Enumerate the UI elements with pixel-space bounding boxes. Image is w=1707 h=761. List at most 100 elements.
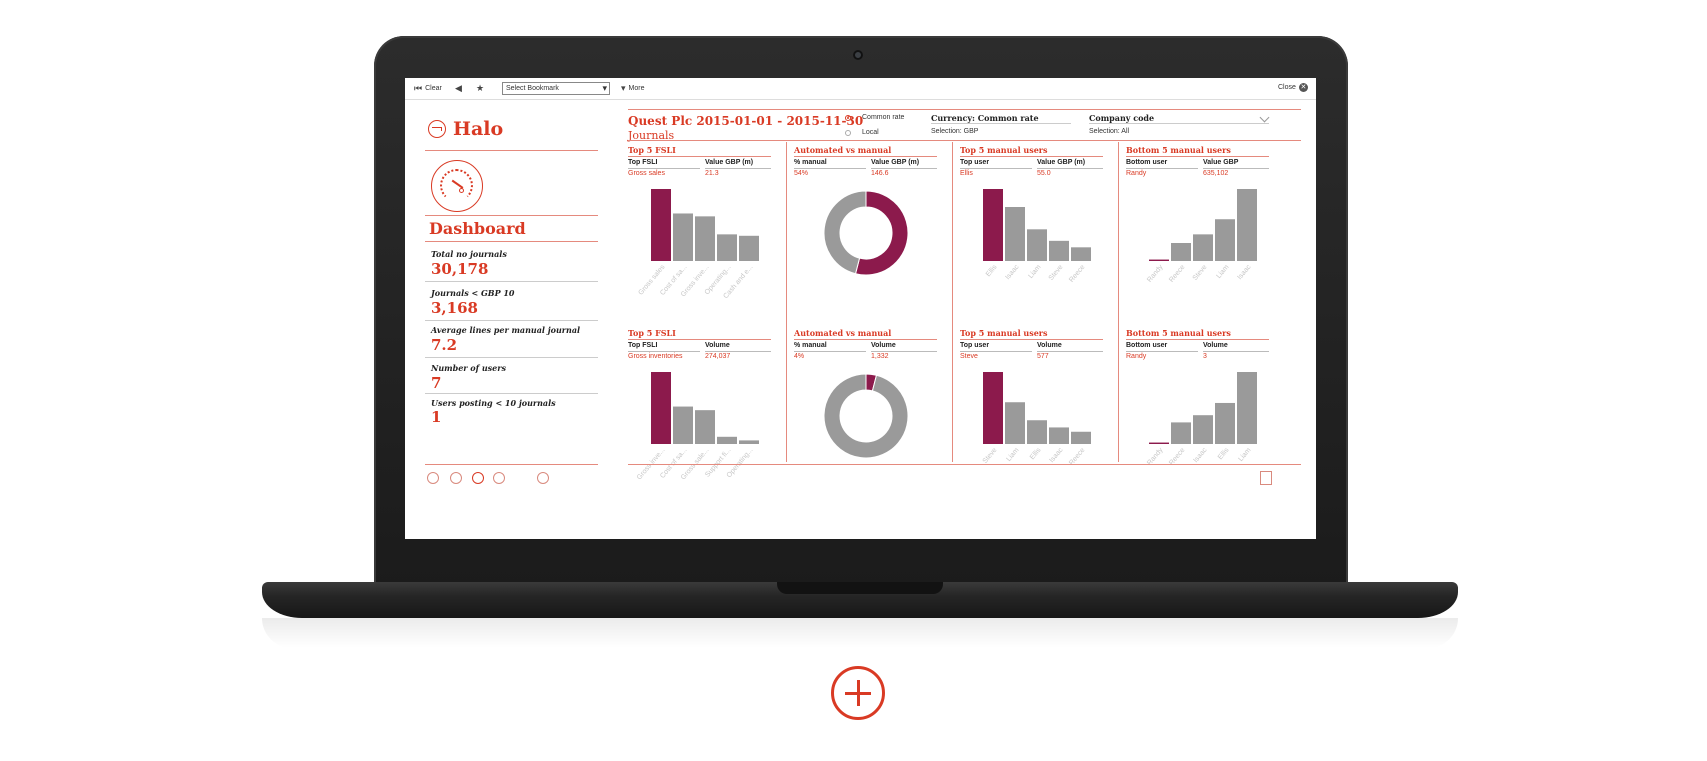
bar[interactable] — [1237, 372, 1257, 444]
tick-label: Isaac — [1236, 263, 1252, 281]
panel-value: Steve — [960, 353, 978, 360]
panel-value: Randy — [1126, 170, 1147, 177]
tick-label: Isaac — [1048, 446, 1064, 464]
panel-col-header: Volume — [1203, 342, 1228, 349]
bar[interactable] — [1237, 189, 1257, 261]
bar[interactable] — [717, 234, 737, 261]
bar[interactable] — [1193, 234, 1213, 261]
clear-label: Clear — [425, 85, 442, 92]
bar-chart: Randy Reece Steve Liam Isaac — [1146, 189, 1257, 284]
chart-panel: Bottom 5 manual users Bottom user Volume Ra… — [1126, 328, 1269, 492]
panel-divider — [1126, 156, 1269, 157]
tick-label: Liam — [1237, 447, 1252, 463]
panel-value: Gross inventories — [628, 353, 683, 360]
bar[interactable] — [673, 213, 693, 261]
app-logo: Halo — [453, 118, 504, 140]
expand-plus-button[interactable] — [831, 666, 885, 720]
donut-slice[interactable] — [823, 190, 867, 275]
search-icon[interactable] — [450, 472, 462, 484]
bookmark-select[interactable]: Select Bookmark — [502, 82, 610, 95]
bar[interactable] — [1171, 422, 1191, 444]
bar-chart: Steve Liam Ellis Isaac Reece — [982, 372, 1091, 467]
bar[interactable] — [717, 436, 737, 444]
currency-title: Currency: Common rate — [931, 113, 1039, 123]
bar[interactable] — [1149, 259, 1169, 261]
tick-label: Ellis — [1217, 446, 1231, 461]
bar[interactable] — [983, 189, 1003, 261]
bar[interactable] — [651, 372, 671, 444]
stat-label: Number of users — [431, 363, 506, 373]
tick-label: Liam — [1215, 264, 1230, 280]
bar[interactable] — [739, 440, 759, 444]
radio-common-rate[interactable] — [845, 115, 851, 121]
bar-chart: Ellis Isaac Liam Steve Reece — [983, 189, 1091, 284]
edit-icon[interactable] — [537, 472, 549, 484]
laptop-base — [262, 582, 1458, 618]
more-button[interactable]: ▾ More — [621, 83, 644, 94]
panel-header-line — [1037, 168, 1103, 169]
bar[interactable] — [695, 216, 715, 261]
stat-label: Average lines per manual journal — [431, 325, 581, 335]
bar[interactable] — [1027, 229, 1047, 261]
back-button[interactable]: ◀ — [455, 83, 462, 94]
chevron-down-icon[interactable] — [1259, 112, 1270, 123]
radio-local[interactable] — [845, 130, 851, 136]
tick-label: Reece — [1068, 264, 1086, 284]
divider — [425, 241, 598, 242]
panel-header-line — [705, 351, 771, 352]
bar[interactable] — [1049, 427, 1069, 444]
panel-value: 4% — [794, 353, 805, 360]
divider — [1089, 123, 1269, 124]
panel-divider — [960, 339, 1103, 340]
bar[interactable] — [673, 406, 693, 444]
panel-divider — [628, 339, 771, 340]
chart-panel: Automated vs manual % manual Volume 4% 1,332 — [794, 328, 937, 492]
bar-chart: Gross inve...Cost of sa...Gross sale...S… — [636, 372, 759, 481]
bookmark-button[interactable]: ★ — [476, 83, 484, 94]
panel-col-header: % manual — [794, 342, 827, 349]
close-button[interactable]: Close ✕ — [1278, 83, 1308, 92]
tick-label: Steve — [982, 447, 999, 465]
bar[interactable] — [1215, 219, 1235, 261]
stat-value: 3,168 — [431, 299, 478, 317]
tick-label: Isaac — [1004, 263, 1020, 281]
panel-col-header: Value GBP (m) — [1037, 159, 1086, 166]
stat-label: Total no journals — [431, 249, 507, 259]
bar[interactable] — [739, 235, 759, 261]
pdf-export-icon[interactable] — [1260, 471, 1272, 485]
panel-title: Bottom 5 manual users — [1126, 145, 1231, 155]
donut-slice[interactable] — [854, 190, 909, 276]
speedometer-icon — [431, 160, 483, 212]
donut-slice[interactable] — [823, 373, 909, 459]
bar[interactable] — [651, 189, 671, 261]
panel-col-header: Bottom user — [1126, 159, 1168, 166]
panel-value: Randy — [1126, 353, 1147, 360]
clear-button[interactable]: ⏮ Clear — [414, 83, 442, 94]
chart-panel: Automated vs manual % manual Value GBP (m)… — [794, 145, 937, 309]
bar[interactable] — [1193, 415, 1213, 444]
bar[interactable] — [695, 410, 715, 444]
bar[interactable] — [1171, 243, 1191, 261]
bar[interactable] — [1049, 240, 1069, 261]
list-icon[interactable] — [493, 472, 505, 484]
bar[interactable] — [983, 372, 1003, 444]
skip-back-icon: ⏮ — [414, 83, 423, 93]
bar[interactable] — [1071, 247, 1091, 261]
dashboard-icon[interactable] — [472, 472, 484, 484]
close-icon: ✕ — [1298, 83, 1308, 92]
bar[interactable] — [1005, 207, 1025, 261]
panel-title: Top 5 FSLI — [628, 145, 676, 155]
panel-col-header: Volume — [871, 342, 896, 349]
panel-header-line — [960, 351, 1032, 352]
bar[interactable] — [1071, 431, 1091, 444]
lock-icon[interactable] — [427, 472, 439, 484]
bar[interactable] — [1215, 402, 1235, 444]
company-title[interactable]: Company code — [1089, 113, 1155, 123]
bar[interactable] — [1005, 402, 1025, 444]
bar[interactable] — [1027, 420, 1047, 444]
panel-header-line — [628, 351, 700, 352]
bar[interactable] — [1149, 442, 1169, 444]
tick-label: Ellis — [985, 263, 999, 278]
chart-panel: Top 5 FSLI Top FSLI Value GBP (m) Gross sal… — [628, 145, 771, 309]
